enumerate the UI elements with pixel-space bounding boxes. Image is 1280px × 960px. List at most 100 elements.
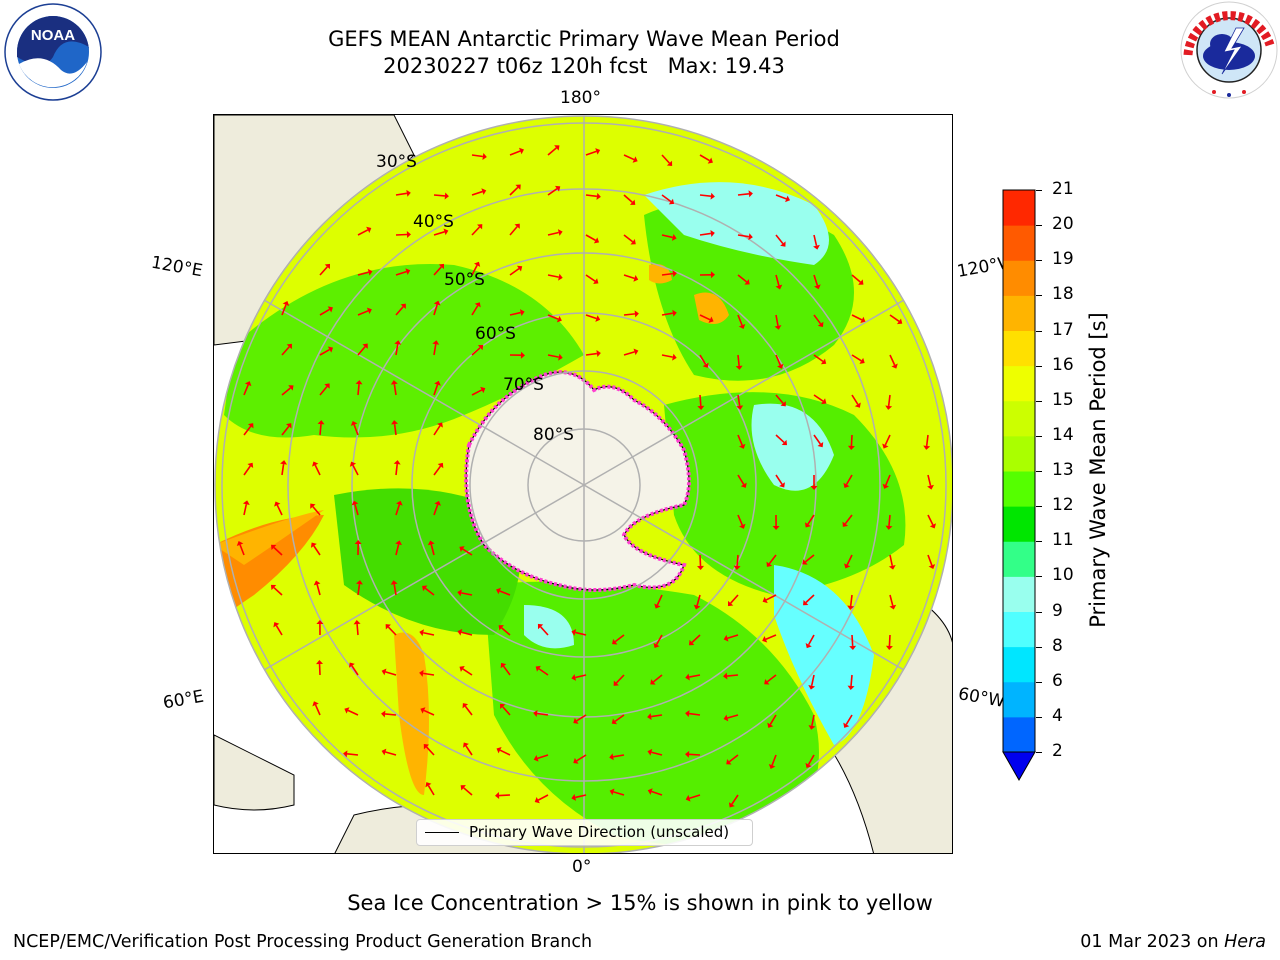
wave-arrow-head xyxy=(362,343,368,349)
wave-arrow-head xyxy=(406,189,411,197)
wave-arrow xyxy=(575,674,587,679)
colorbar-tick-label: 2 xyxy=(1052,741,1063,761)
wave-arrow xyxy=(656,594,663,606)
wave-arrow-head xyxy=(596,192,601,200)
wave-arrow-head xyxy=(612,638,618,645)
wave-arrow xyxy=(395,270,407,276)
wave-arrow-head xyxy=(367,268,373,276)
wave-arrow xyxy=(499,590,511,596)
wave-arrow xyxy=(464,705,473,716)
wave-arrow xyxy=(661,154,671,164)
wave-arrow-head xyxy=(381,668,387,676)
wave-arrow-head xyxy=(842,521,849,527)
wave-arrow xyxy=(623,351,635,356)
wave-arrow-head xyxy=(723,714,729,722)
wave-arrow-head xyxy=(396,500,403,506)
colorbar-tick-label: 14 xyxy=(1052,424,1074,445)
wave-arrow xyxy=(585,352,598,356)
wave-arrow xyxy=(888,514,891,527)
colorbar-segment xyxy=(1003,330,1035,367)
lon-label-120e: 120°E xyxy=(149,252,205,282)
wave-arrow-head xyxy=(928,564,936,570)
wave-arrow-head xyxy=(785,195,791,203)
wave-arrow xyxy=(319,423,322,436)
wave-arrow-head xyxy=(463,742,469,748)
wave-arrow-head xyxy=(735,365,743,370)
wave-arrow-head xyxy=(434,380,441,386)
lon-label-60w: 60°W xyxy=(956,684,1007,712)
colorbar-tick-mark xyxy=(1036,681,1042,683)
wave-arrow xyxy=(688,712,701,716)
wave-arrow-head xyxy=(593,237,600,244)
wave-arrow xyxy=(351,665,359,676)
colorbar-frame xyxy=(1002,189,1036,753)
colorbar-tick-mark xyxy=(1036,506,1042,508)
lat-label-70s: 70°S xyxy=(503,375,544,395)
wave-arrow xyxy=(775,314,779,326)
wave-arrow-head xyxy=(738,443,746,449)
wave-arrow xyxy=(696,594,701,606)
wave-arrow-head xyxy=(482,153,487,160)
wave-arrow xyxy=(509,150,521,156)
wave-arrow-head xyxy=(558,353,563,361)
colorbar-segment xyxy=(1003,365,1035,402)
colorbar-tick-mark xyxy=(1036,576,1042,578)
wave-arrow xyxy=(314,704,321,716)
colorbar-tick-mark xyxy=(1036,611,1042,613)
wave-arrow-head xyxy=(768,764,776,770)
wave-arrow xyxy=(614,714,625,723)
colorbar-tick-label: 10 xyxy=(1052,565,1074,586)
wave-arrow xyxy=(547,274,559,278)
wave-arrow xyxy=(811,714,815,726)
colorbar-segment xyxy=(1003,541,1035,577)
wave-arrow-head xyxy=(803,599,809,606)
wave-arrow-head xyxy=(748,233,753,241)
wave-arrow-head xyxy=(727,600,734,607)
wave-arrow-head xyxy=(395,540,403,546)
wave-arrow xyxy=(771,754,777,766)
wave-zone-orange-2 xyxy=(215,510,324,565)
wave-arrow xyxy=(547,231,559,236)
wave-arrow xyxy=(547,188,558,196)
wave-arrow-head xyxy=(854,402,861,408)
wave-arrow-head xyxy=(693,604,701,610)
wave-arrow-head xyxy=(666,160,673,167)
wave-arrow-head xyxy=(611,718,618,725)
wave-arrow-head xyxy=(288,385,294,391)
wave-arrow-head xyxy=(514,223,520,229)
wave-arrow xyxy=(889,314,900,322)
wave-arrow-head xyxy=(390,380,398,385)
wave-arrow xyxy=(851,314,863,321)
wave-arrow xyxy=(538,668,549,676)
wave-arrow-head xyxy=(728,802,735,808)
colorbar-tick-mark xyxy=(1036,541,1042,543)
wave-arrow-head xyxy=(817,321,824,328)
wave-arrow-head xyxy=(481,188,487,195)
wave-arrow-head xyxy=(556,315,562,323)
wave-arrow xyxy=(765,594,777,601)
colorbar-tick-mark xyxy=(1036,435,1042,437)
wave-arrow xyxy=(769,714,777,725)
wave-arrow-head xyxy=(744,279,750,285)
wave-arrow xyxy=(775,434,785,444)
wave-arrow-head xyxy=(274,501,281,507)
wave-arrow xyxy=(354,504,359,516)
colorbar-segment xyxy=(1003,646,1035,683)
wave-arrow xyxy=(885,474,891,486)
wave-arrow xyxy=(547,314,559,320)
wave-arrow xyxy=(424,587,435,596)
wave-arrow-head xyxy=(609,753,614,761)
wave-arrow-head xyxy=(571,629,577,636)
wave-arrow xyxy=(243,504,248,516)
lon-label-60e: 60°E xyxy=(161,686,206,714)
wave-arrow-head xyxy=(609,788,615,796)
wave-arrow xyxy=(813,394,824,402)
wave-arrow-head xyxy=(437,422,443,428)
wave-arrow xyxy=(661,234,673,239)
wave-arrow-head xyxy=(327,306,333,313)
wave-arrow xyxy=(614,634,625,643)
colorbar-tick-label: 16 xyxy=(1052,354,1074,375)
wave-arrow-head xyxy=(736,405,744,410)
wave-arrow xyxy=(813,274,819,286)
wave-arrow-head xyxy=(629,199,636,205)
